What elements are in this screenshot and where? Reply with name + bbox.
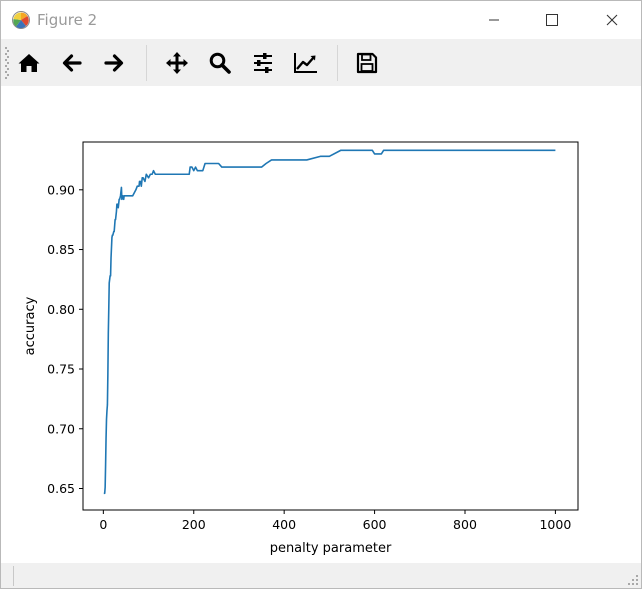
edit-axis-button[interactable] [288, 45, 324, 81]
axes-frame [82, 141, 579, 511]
window-title: Figure 2 [37, 11, 98, 29]
x-tick-label: 600 [363, 517, 387, 532]
save-icon [356, 52, 378, 74]
forward-arrow-icon [104, 54, 124, 72]
figure-canvas[interactable]: 0 200 400 600 800 1000 0.65 0.70 0.75 0.80 0.85 0.9… [1, 86, 641, 563]
y-axis-label: accuracy [23, 296, 38, 355]
x-tick-label: 1000 [539, 517, 571, 532]
toolbar-grip[interactable] [5, 45, 9, 81]
navigation-toolbar [1, 39, 641, 86]
accuracy-series-line [103, 149, 556, 495]
status-bar [1, 563, 641, 588]
line-chart: 0 200 400 600 800 1000 0.65 0.70 0.75 0.80 0.85 0.9… [23, 141, 579, 556]
close-button[interactable] [589, 5, 635, 35]
close-icon [606, 14, 618, 26]
x-tick-label: 0 [99, 517, 107, 532]
forward-button[interactable] [96, 45, 132, 81]
matplotlib-logo-icon [12, 11, 30, 29]
y-tick-label: 0.90 [47, 182, 75, 197]
back-button[interactable] [54, 45, 90, 81]
configure-subplots-icon [254, 53, 272, 73]
pan-icon [166, 52, 188, 74]
y-tick-label: 0.85 [47, 242, 75, 257]
home-button[interactable] [11, 45, 47, 81]
minimize-button[interactable] [471, 5, 517, 35]
configure-subplots-button[interactable] [245, 45, 281, 81]
toolbar-separator [146, 45, 147, 81]
y-tick-label: 0.75 [47, 362, 75, 377]
x-tick-label: 800 [453, 517, 477, 532]
title-bar: Figure 2 [1, 1, 641, 39]
x-axis-label: penalty parameter [270, 541, 392, 556]
home-icon [18, 54, 40, 72]
zoom-icon [209, 52, 231, 74]
maximize-button[interactable] [529, 5, 575, 35]
save-button[interactable] [349, 45, 385, 81]
x-tick-label: 400 [272, 517, 296, 532]
status-separator [13, 566, 14, 586]
y-tick-label: 0.80 [47, 302, 75, 317]
minimize-icon [489, 19, 499, 21]
zoom-button[interactable] [202, 45, 238, 81]
maximize-icon [546, 14, 558, 26]
y-tick-label: 0.65 [47, 481, 75, 496]
edit-axis-icon [294, 53, 317, 73]
y-tick-label: 0.70 [47, 421, 75, 436]
pan-button[interactable] [159, 45, 195, 81]
x-tick-label: 200 [182, 517, 206, 532]
back-arrow-icon [62, 54, 82, 72]
resize-grip-icon[interactable] [627, 574, 639, 586]
toolbar-separator [337, 45, 338, 81]
